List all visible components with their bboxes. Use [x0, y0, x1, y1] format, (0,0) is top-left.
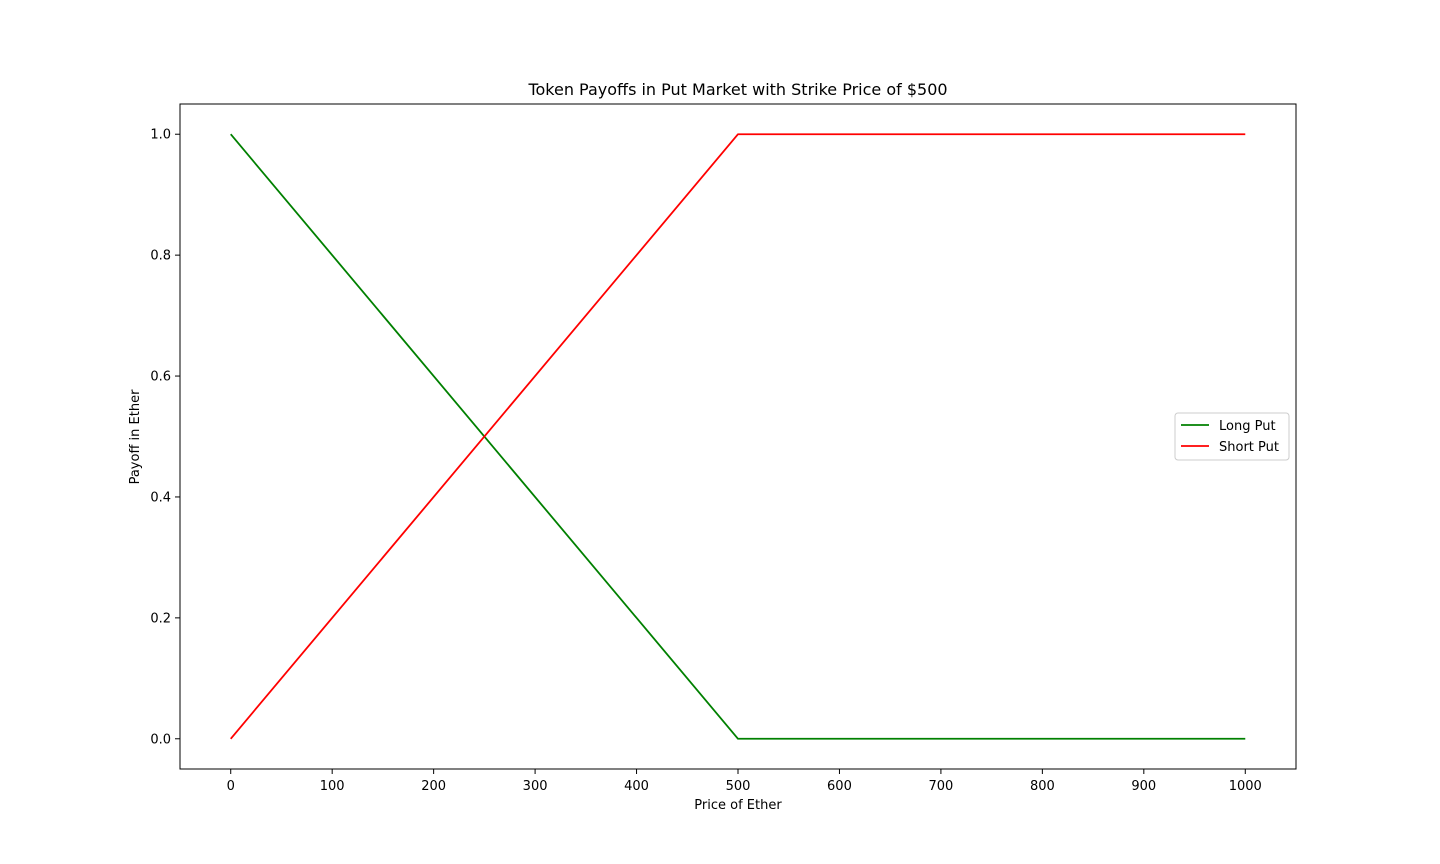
x-tick-label: 0 [227, 779, 235, 794]
y-tick-label: 0.4 [150, 490, 171, 505]
x-tick-label: 300 [523, 779, 548, 794]
x-tick-label: 100 [320, 779, 345, 794]
chart-title: Token Payoffs in Put Market with Strike … [527, 80, 947, 99]
x-tick-label: 400 [624, 779, 649, 794]
legend-label-long-put: Long Put [1219, 419, 1276, 434]
y-tick-label: 0.6 [150, 370, 171, 385]
legend-label-short-put: Short Put [1219, 440, 1279, 455]
y-axis-ticks: 0.0 0.2 0.4 0.6 0.8 1.0 [150, 128, 180, 747]
x-tick-label: 600 [827, 779, 852, 794]
x-tick-label: 700 [928, 779, 953, 794]
x-tick-label: 900 [1131, 779, 1156, 794]
y-tick-label: 0.0 [150, 732, 171, 747]
x-axis-label: Price of Ether [694, 798, 782, 813]
y-tick-label: 1.0 [150, 128, 171, 143]
legend: Long Put Short Put [1174, 412, 1290, 461]
x-tick-label: 800 [1030, 779, 1055, 794]
y-tick-label: 0.2 [150, 611, 171, 626]
x-tick-label: 500 [726, 779, 751, 794]
x-axis-ticks: 0 100 200 300 400 500 600 700 800 900 1000 [227, 769, 1262, 794]
x-tick-label: 200 [421, 779, 446, 794]
x-tick-label: 1000 [1229, 779, 1262, 794]
y-axis-label: Payoff in Ether [128, 389, 143, 484]
series-layer [230, 133, 1246, 740]
series-line-short-put [230, 133, 1246, 740]
series-line-long-put [230, 133, 1246, 740]
y-tick-label: 0.8 [150, 249, 171, 264]
